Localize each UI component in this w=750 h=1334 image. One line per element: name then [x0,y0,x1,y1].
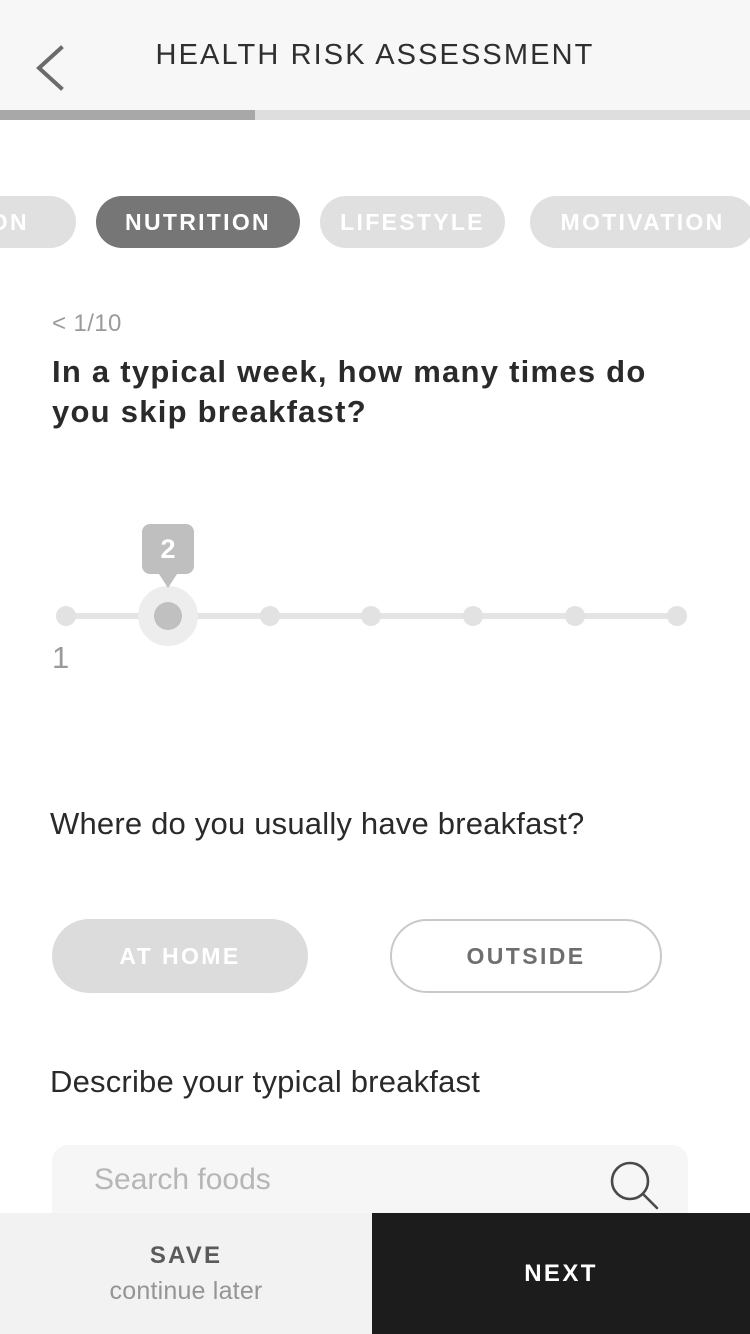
slider-tick-dot[interactable] [463,606,483,626]
tab-label: MOTIVATION [560,208,725,235]
tab-pill-partial[interactable]: ION [0,196,76,248]
slider-tick-dot[interactable] [667,606,687,626]
slider-tick-dot[interactable] [260,606,280,626]
back-button[interactable] [12,30,88,106]
question-title: In a typical week, how many times do you… [52,354,647,429]
choice-at-home-button[interactable]: AT HOME [52,919,308,993]
slider-value-text: 2 [160,533,176,564]
search-input[interactable] [94,1163,574,1197]
search-icon[interactable] [604,1155,666,1217]
progress-bar-track [0,110,750,120]
tab-lifestyle[interactable]: LIFESTYLE [320,196,505,248]
question-counter[interactable]: < 1/10 [52,310,122,337]
slider-handle[interactable] [154,602,182,630]
choice-outside-button[interactable]: OUTSIDE [390,919,662,993]
save-sublabel: continue later [109,1276,263,1305]
tab-label: NUTRITION [125,208,271,235]
slider-value-tooltip: 2 [142,524,194,588]
slider-tick-dot[interactable] [361,606,381,626]
tab-label: LIFESTYLE [340,208,485,235]
next-button[interactable]: NEXT [372,1213,750,1334]
choice-label: OUTSIDE [466,942,586,969]
slider-tick-dot[interactable] [565,606,585,626]
describe-breakfast-label: Describe your typical breakfast [50,1064,481,1099]
save-button[interactable]: SAVE continue later [0,1213,372,1334]
frequency-slider[interactable]: 2 1 [0,500,750,700]
choice-label: AT HOME [119,942,241,969]
chevron-left-icon [33,44,67,92]
section-tabs[interactable]: ION NUTRITION LIFESTYLE MOTIVATION [0,196,750,248]
app-header: HEALTH RISK ASSESSMENT [0,0,750,110]
next-label: NEXT [524,1259,598,1287]
slider-min-label: 1 [52,640,70,675]
tab-motivation[interactable]: MOTIVATION [530,196,750,248]
slider-tick-dot[interactable] [56,606,76,626]
location-question-label: Where do you usually have breakfast? [50,806,585,841]
tab-nutrition[interactable]: NUTRITION [96,196,300,248]
save-label: SAVE [149,1241,223,1269]
progress-bar-fill [0,110,255,120]
tab-label: ION [0,208,29,235]
page-title: HEALTH RISK ASSESSMENT [155,38,595,71]
bottom-action-bar: SAVE continue later NEXT [0,1213,750,1334]
